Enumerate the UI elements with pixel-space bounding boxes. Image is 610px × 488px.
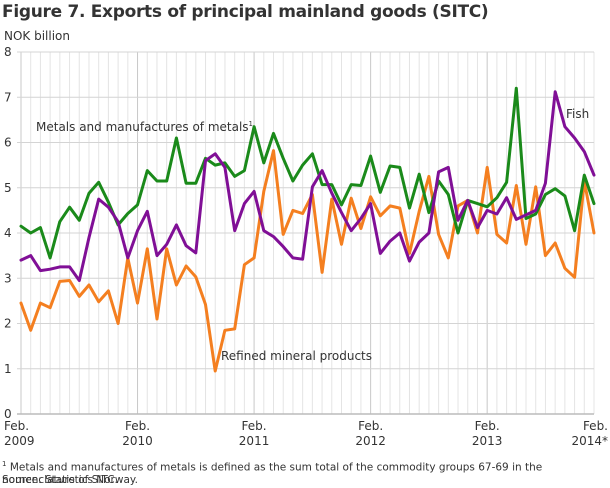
x-tick-label: Feb. [125, 419, 150, 433]
x-tick-label: 2011 [239, 434, 270, 448]
y-tick-label: 7 [4, 90, 12, 104]
y-axis-label: NOK billion [4, 29, 71, 43]
chart-title: Figure 7. Exports of principal mainland … [2, 2, 489, 22]
series-line-refined-mineral-products [19, 149, 596, 373]
source: Source: Statistics Norway. [2, 474, 138, 486]
y-tick-label: 3 [4, 271, 12, 285]
x-tick-label: Feb. [4, 419, 29, 433]
footnote-text: Metals and manufactures of metals is def… [2, 461, 543, 486]
y-tick-label: 1 [4, 362, 12, 376]
y-tick-label: 8 [4, 45, 12, 59]
series-line-fish [19, 90, 596, 282]
footnote-mark: 1 [249, 120, 253, 128]
series-label-metals: Metals and manufactures of metals1 [36, 120, 253, 134]
y-tick-label: 4 [4, 226, 12, 240]
y-tick-label: 5 [4, 181, 12, 195]
series-label-fish: Fish [566, 107, 589, 121]
footnote: 1 Metals and manufactures of metals is d… [2, 460, 610, 486]
x-tick-label: 2009 [4, 434, 35, 448]
y-tick-label: 0 [4, 407, 12, 421]
y-tick-label: 6 [4, 136, 12, 150]
x-tick-label: Feb. [358, 419, 383, 433]
series-label-refined-mineral-products: Refined mineral products [221, 349, 372, 363]
x-tick-label: 2013 [472, 434, 503, 448]
x-tick-label: 2010 [122, 434, 153, 448]
x-tick-label: 2014* [571, 434, 608, 448]
footnote-mark: 1 [2, 460, 7, 468]
x-tick-label: Feb. [475, 419, 500, 433]
x-tick-label: Feb. [242, 419, 267, 433]
y-ticks: 0 1 2 3 4 5 6 7 8 [4, 45, 12, 421]
x-tick-label: 2012 [355, 434, 386, 448]
series-labels: Metals and manufactures of metals1 Fish Re… [36, 107, 589, 363]
grid [17, 51, 595, 415]
y-tick-label: 2 [4, 317, 12, 331]
x-ticks: Feb.2009Feb.2010Feb.2011Feb.2012Feb.2013… [4, 419, 608, 448]
x-tick-label: Feb. [583, 419, 608, 433]
series-lines [19, 86, 596, 373]
